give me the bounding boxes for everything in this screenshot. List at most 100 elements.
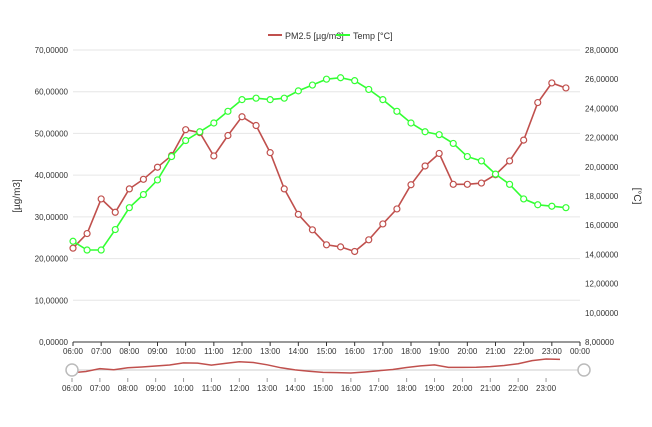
data-point[interactable] xyxy=(139,190,148,199)
data-point[interactable] xyxy=(463,152,471,161)
data-point[interactable] xyxy=(294,210,302,218)
data-point[interactable] xyxy=(322,241,331,249)
data-point[interactable] xyxy=(83,246,91,254)
left-axis-label: [µg/m3] xyxy=(12,179,23,213)
data-point[interactable] xyxy=(477,179,486,187)
data-point[interactable] xyxy=(224,107,232,115)
navigator-tick-label: 16:00 xyxy=(341,384,362,393)
data-point[interactable] xyxy=(365,85,373,94)
left-tick-label: 70,00000 xyxy=(35,46,69,55)
data-point[interactable] xyxy=(111,225,119,234)
data-point[interactable] xyxy=(266,96,274,104)
data-point[interactable] xyxy=(505,157,514,165)
data-point[interactable] xyxy=(153,176,162,184)
data-point[interactable] xyxy=(336,74,345,82)
data-point[interactable] xyxy=(238,96,246,104)
data-point[interactable] xyxy=(379,220,387,228)
data-point[interactable] xyxy=(125,204,133,212)
data-point[interactable] xyxy=(534,98,542,107)
data-point[interactable] xyxy=(379,96,387,104)
data-point[interactable] xyxy=(252,94,260,102)
data-point[interactable] xyxy=(421,128,429,136)
x-tick-label: 13:00 xyxy=(260,347,281,356)
data-point[interactable] xyxy=(182,126,190,134)
data-point[interactable] xyxy=(97,195,105,203)
data-point[interactable] xyxy=(125,185,133,193)
data-point[interactable] xyxy=(210,119,218,127)
data-point[interactable] xyxy=(182,136,190,145)
right-tick-label: 16,00000 xyxy=(585,221,619,230)
legend-label-temp: Temp [°C] xyxy=(353,31,393,41)
navigator-handle-left[interactable] xyxy=(65,363,79,377)
data-point[interactable] xyxy=(505,180,514,188)
data-point[interactable] xyxy=(308,81,317,89)
data-point[interactable] xyxy=(252,121,260,130)
x-tick-label: 09:00 xyxy=(147,347,168,356)
data-point[interactable] xyxy=(69,244,77,252)
data-point[interactable] xyxy=(534,201,542,209)
data-point[interactable] xyxy=(196,128,204,136)
data-point[interactable] xyxy=(294,87,302,95)
data-point[interactable] xyxy=(393,205,401,213)
x-tick-label: 12:00 xyxy=(232,347,253,356)
legend-item-temp[interactable]: Temp [°C] xyxy=(336,31,393,41)
data-point[interactable] xyxy=(351,247,359,256)
data-point[interactable] xyxy=(435,131,443,139)
data-point[interactable] xyxy=(336,243,345,251)
data-point[interactable] xyxy=(167,152,176,161)
data-point[interactable] xyxy=(520,136,528,144)
data-point[interactable] xyxy=(238,113,246,121)
data-point[interactable] xyxy=(83,229,91,238)
right-axis-ticks: 8,00000 10,00000 12,00000 14,00000 16,00000 1… xyxy=(585,46,619,347)
navigator-handle-right[interactable] xyxy=(577,363,591,377)
data-point[interactable] xyxy=(351,77,359,85)
data-point[interactable] xyxy=(435,149,443,158)
data-point[interactable] xyxy=(280,94,288,102)
legend: PM2.5 [µg/m3] Temp [°C] xyxy=(268,31,393,41)
navigator-ticks: 06:00 07:00 08:00 09:00 10:00 11:00 12:00 13:00… xyxy=(62,378,557,393)
data-point[interactable] xyxy=(365,236,373,244)
data-point[interactable] xyxy=(393,107,401,115)
data-point[interactable] xyxy=(548,79,556,87)
data-point[interactable] xyxy=(322,75,331,83)
navigator[interactable]: 06:00 07:00 08:00 09:00 10:00 11:00 12:00 13:00… xyxy=(62,358,591,393)
x-axis-ticks: 06:00 07:00 08:00 09:00 10:00 11:00 12:00 13:00… xyxy=(63,342,591,356)
data-point[interactable] xyxy=(421,162,429,170)
x-tick-label: 08:00 xyxy=(119,347,140,356)
data-point[interactable] xyxy=(266,149,274,157)
data-point[interactable] xyxy=(153,163,162,171)
legend-item-pm25[interactable]: PM2.5 [µg/m3] xyxy=(268,31,344,41)
data-point[interactable] xyxy=(520,195,528,203)
x-tick-label: 16:00 xyxy=(345,347,366,356)
left-tick-label: 0,00000 xyxy=(39,338,68,347)
data-point[interactable] xyxy=(210,152,218,160)
left-tick-label: 10,00000 xyxy=(35,296,69,305)
data-point[interactable] xyxy=(97,246,105,254)
data-point[interactable] xyxy=(477,157,486,165)
data-point[interactable] xyxy=(449,180,457,188)
data-point[interactable] xyxy=(224,131,232,140)
right-tick-label: 14,00000 xyxy=(585,250,619,259)
data-point[interactable] xyxy=(562,204,570,212)
navigator-tick-label: 20:00 xyxy=(452,384,473,393)
data-point[interactable] xyxy=(111,208,119,216)
right-axis-label: [°C] xyxy=(631,188,642,205)
x-tick-label: 06:00 xyxy=(63,347,84,356)
right-tick-label: 18,00000 xyxy=(585,192,619,201)
data-point[interactable] xyxy=(548,202,556,210)
data-point[interactable] xyxy=(449,139,457,148)
series-line-1 xyxy=(72,76,566,251)
data-point[interactable] xyxy=(491,170,500,178)
data-point[interactable] xyxy=(463,180,471,188)
data-point[interactable] xyxy=(280,185,288,193)
data-point[interactable] xyxy=(69,237,77,245)
data-point[interactable] xyxy=(139,175,148,183)
data-point[interactable] xyxy=(308,226,317,234)
data-point[interactable] xyxy=(562,84,570,92)
gridlines xyxy=(73,49,580,301)
data-point[interactable] xyxy=(407,119,415,127)
data-point[interactable] xyxy=(407,181,415,189)
right-tick-label: 8,00000 xyxy=(585,338,614,347)
navigator-tick-label: 08:00 xyxy=(118,384,139,393)
